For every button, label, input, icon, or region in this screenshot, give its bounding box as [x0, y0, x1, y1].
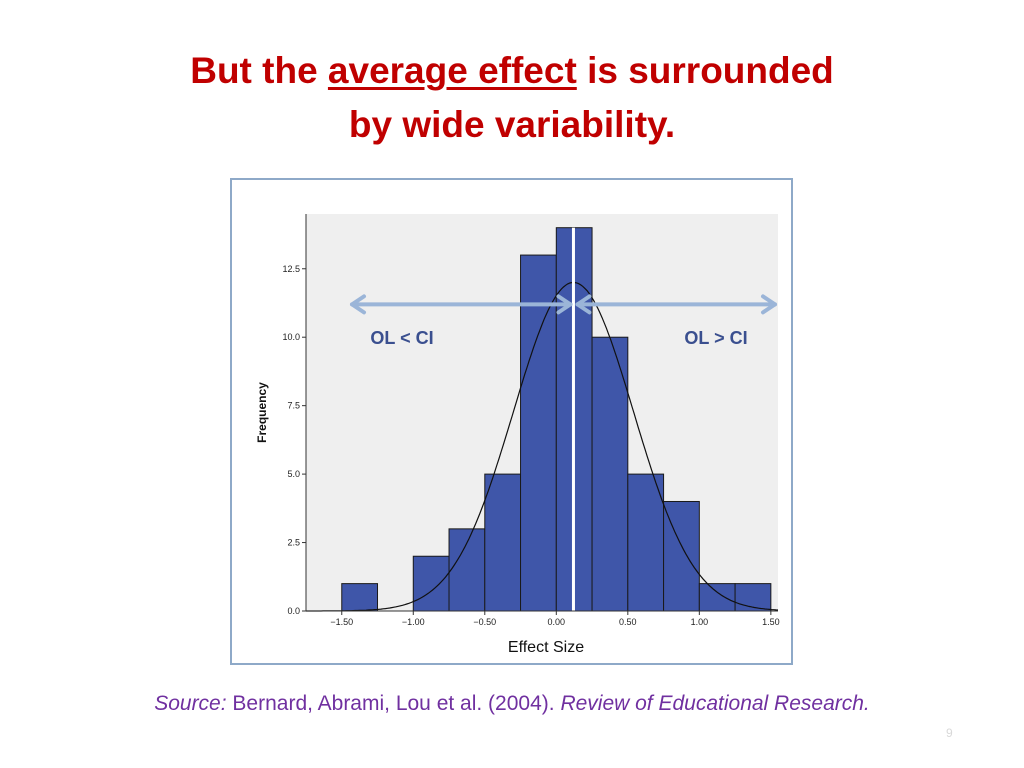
- source-citation: Source: Bernard, Abrami, Lou et al. (200…: [0, 692, 1024, 716]
- x-axis-title: Effect Size: [508, 639, 584, 656]
- histogram-bar: [341, 583, 379, 612]
- page-number: 9: [946, 726, 953, 740]
- histogram-bar: [484, 473, 522, 612]
- histogram-bar: [591, 336, 629, 612]
- x-tick-label: 1.00: [691, 617, 709, 627]
- histogram-bar: [448, 528, 486, 612]
- annotation-right: OL > CI: [684, 328, 747, 348]
- histogram-bar: [412, 555, 450, 612]
- y-tick-label: 10.0: [282, 332, 300, 342]
- histogram-bar: [698, 583, 736, 612]
- title-text-part2: is surrounded: [576, 50, 834, 91]
- left-arrow-head-right: [556, 294, 573, 315]
- source-authors: Bernard, Abrami, Lou et al. (2004).: [226, 692, 561, 715]
- y-tick-label: 0.0: [287, 606, 300, 616]
- y-tick-label: 7.5: [287, 401, 300, 411]
- right-arrow-head-right: [761, 294, 777, 315]
- x-tick-label: −1.00: [402, 617, 425, 627]
- left-arrow-head-left: [350, 294, 366, 315]
- right-arrow-head-left: [575, 294, 592, 315]
- histogram-bar: [627, 473, 665, 612]
- histogram-bar: [520, 254, 557, 612]
- histogram-bar: [663, 500, 700, 612]
- chart-frame: 0.0 2.5 5.0 7.5 10.0 12.5 −1.50 −1.00 −0.50 0.00 0…: [230, 178, 793, 665]
- y-axis-title: Frequency: [255, 382, 269, 443]
- y-tick-label: 2.5: [287, 538, 300, 548]
- x-tick-label: 0.00: [548, 617, 566, 627]
- x-tick-label: 1.50: [762, 617, 780, 627]
- slide-title: But the average effect is surrounded by …: [112, 44, 912, 152]
- title-text-part1: But the: [190, 50, 328, 91]
- histogram-bar: [734, 583, 772, 612]
- title-underlined-phrase: average effect: [327, 50, 577, 91]
- normal-curve: [306, 281, 779, 612]
- x-tick-label: −1.50: [330, 617, 353, 627]
- y-tick-label: 12.5: [282, 264, 300, 274]
- title-line2: by wide variability.: [348, 104, 676, 145]
- histogram-chart: 0.0 2.5 5.0 7.5 10.0 12.5 −1.50 −1.00 −0.50 0.00 0…: [255, 214, 780, 656]
- source-journal: Review of Educational Research.: [560, 692, 870, 715]
- source-label: Source:: [154, 692, 227, 715]
- y-tick-label: 5.0: [287, 469, 300, 479]
- x-tick-label: −0.50: [473, 617, 496, 627]
- x-tick-label: 0.50: [619, 617, 637, 627]
- annotation-left: OL < CI: [370, 328, 433, 348]
